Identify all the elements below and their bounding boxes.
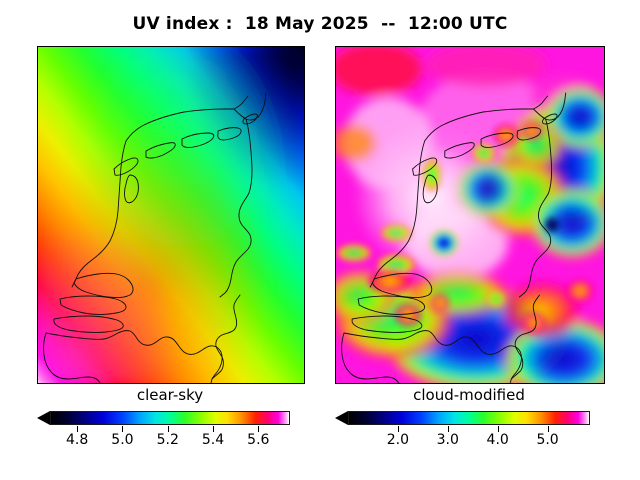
colorbar-tick <box>167 426 169 432</box>
colorbar-tick-label: 5.2 <box>156 432 179 448</box>
colorbar-tick-label: 3.0 <box>436 432 459 448</box>
colorbar-tick-label: 2.0 <box>386 432 410 448</box>
colorbar-tick-label: 5.0 <box>536 432 559 448</box>
colorbar-right-gradient <box>348 411 590 425</box>
panel-label-clear-sky: clear-sky <box>136 386 204 404</box>
colorbar-left-ticks <box>37 426 303 432</box>
colorbar-tick <box>497 426 499 432</box>
colorbar-tick <box>122 426 124 432</box>
clear-sky-uv-field <box>38 47 304 383</box>
colorbar-right-extend-high-arrow <box>590 411 603 425</box>
colorbar-tick-label: 5.4 <box>201 432 225 448</box>
colorbar-left-extend-low-arrow <box>37 411 50 425</box>
map-panel-cloud-modified <box>335 46 605 384</box>
colorbar-tick-label: 4.0 <box>486 432 509 448</box>
colorbar-right-bar: 2.0 3.0 4.0 5.0 <box>335 410 603 448</box>
figure-title: UV index : 18 May 2025 -- 12:00 UTC <box>132 14 508 34</box>
colorbar-right-extend-low-arrow <box>335 411 348 425</box>
cloud-modified-uv-field <box>336 47 604 383</box>
colorbar-clear-sky: 4.8 5.0 5.2 5.4 5.6 <box>37 410 303 470</box>
colorbar-tick <box>77 426 79 432</box>
colorbar-tick-label: 5.0 <box>111 432 134 448</box>
colorbar-right-ticks <box>335 426 603 432</box>
colorbar-right-tick-labels: 2.0 3.0 4.0 5.0 <box>335 432 603 456</box>
colorbar-left-extend-high-arrow <box>290 411 303 425</box>
colorbar-left-gradient <box>50 411 290 425</box>
coastline-overlay-right <box>336 47 604 383</box>
panel-label-cloud-modified: cloud-modified <box>413 386 525 404</box>
colorbar-tick <box>397 426 399 432</box>
colorbar-tick <box>213 426 215 432</box>
colorbar-cloud-modified: 2.0 3.0 4.0 5.0 <box>335 410 603 470</box>
colorbar-tick <box>258 426 260 432</box>
colorbar-tick-label: 4.8 <box>66 432 89 448</box>
map-panel-clear-sky <box>37 46 305 384</box>
colorbar-tick <box>547 426 549 432</box>
colorbar-left-bar: 4.8 5.0 5.2 5.4 5.6 <box>37 410 303 448</box>
colorbar-tick-label: 5.6 <box>247 432 270 448</box>
colorbar-left-tick-labels: 4.8 5.0 5.2 5.4 5.6 <box>37 432 303 456</box>
colorbar-tick <box>447 426 449 432</box>
coastline-overlay-left <box>38 47 304 383</box>
